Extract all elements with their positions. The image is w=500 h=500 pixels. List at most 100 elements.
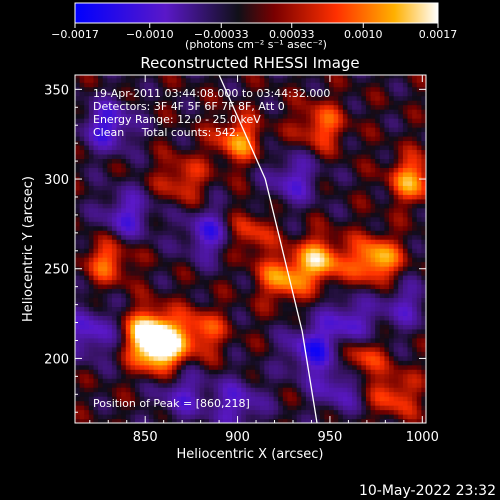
heatmap-cell: [148, 355, 155, 361]
heatmap-cell: [204, 306, 210, 312]
heatmap-cell: [232, 248, 238, 254]
heatmap-cell: [204, 337, 210, 343]
heatmap-cell: [162, 382, 168, 388]
heatmap-cell: [190, 266, 196, 272]
heatmap-cell: [241, 91, 247, 97]
heatmap-cell: [347, 221, 353, 227]
heatmap-cell: [107, 162, 113, 168]
heatmap-cell: [255, 310, 261, 316]
heatmap-cell: [148, 203, 155, 209]
heatmap-cell: [342, 279, 349, 285]
heatmap-cell: [287, 355, 293, 361]
heatmap-cell: [204, 382, 210, 388]
heatmap-cell: [319, 270, 325, 276]
heatmap-cell: [292, 153, 298, 160]
heatmap-cell: [268, 279, 275, 285]
heatmap-cell: [347, 230, 353, 236]
heatmap-cell: [255, 198, 261, 204]
heatmap-cell: [171, 414, 178, 420]
heatmap-cell: [329, 364, 335, 370]
heatmap-cell: [241, 252, 247, 258]
heatmap-cell: [84, 364, 90, 370]
heatmap-cell: [181, 176, 187, 182]
heatmap-cell: [222, 144, 229, 151]
heatmap-cell: [204, 261, 210, 267]
heatmap-cell: [98, 144, 104, 151]
heatmap-cell: [79, 414, 85, 420]
heatmap-cell: [342, 239, 349, 245]
heatmap-cell: [232, 144, 238, 151]
heatmap-cell: [333, 216, 339, 222]
heatmap-cell: [195, 194, 201, 200]
heatmap-cell: [75, 310, 81, 316]
heatmap-cell: [130, 288, 136, 294]
heatmap-cell: [88, 346, 95, 352]
heatmap-cell: [365, 135, 372, 142]
heatmap-cell: [148, 75, 155, 79]
heatmap-cell: [305, 194, 312, 200]
heatmap-cell: [98, 82, 104, 88]
heatmap-cell: [199, 261, 205, 267]
heatmap-cell: [218, 194, 224, 200]
heatmap-cell: [296, 113, 302, 119]
heatmap-cell: [135, 82, 141, 88]
heatmap-cell: [190, 279, 196, 285]
heatmap-cell: [301, 144, 307, 151]
heatmap-cell: [222, 369, 229, 375]
heatmap-cell: [329, 104, 335, 110]
heatmap-cell: [301, 346, 307, 352]
heatmap-cell: [199, 234, 205, 240]
heatmap-cell: [232, 400, 238, 406]
heatmap-cell: [296, 153, 302, 160]
heatmap-cell: [222, 275, 229, 281]
heatmap-cell: [98, 185, 104, 191]
heatmap-cell: [227, 275, 233, 281]
heatmap-cell: [153, 243, 159, 249]
heatmap-cell: [111, 346, 118, 352]
heatmap-cell: [199, 355, 205, 361]
heatmap-cell: [98, 364, 104, 370]
heatmap-cell: [79, 75, 85, 79]
heatmap-cell: [195, 288, 201, 294]
colorbar: [75, 3, 438, 23]
heatmap-cell: [167, 337, 173, 343]
heatmap-cell: [199, 378, 205, 384]
heatmap-cell: [273, 122, 279, 128]
heatmap-cell: [153, 283, 159, 290]
heatmap-cell: [245, 140, 252, 146]
heatmap-cell: [158, 364, 164, 370]
heatmap-cell: [329, 194, 335, 200]
heatmap-cell: [296, 225, 302, 231]
heatmap-cell: [245, 346, 252, 352]
heatmap-cell: [287, 346, 293, 352]
heatmap-cell: [333, 234, 339, 240]
heatmap-cell: [338, 360, 344, 366]
heatmap-cell: [162, 225, 168, 231]
heatmap-cell: [218, 418, 224, 423]
heatmap-cell: [185, 319, 192, 325]
heatmap-cell: [199, 315, 205, 321]
heatmap-cell: [319, 396, 325, 402]
heatmap-cell: [292, 400, 298, 406]
heatmap-cell: [88, 122, 95, 128]
heatmap-cell: [135, 261, 141, 267]
heatmap-cell: [333, 100, 339, 106]
heatmap-cell: [130, 221, 136, 227]
heatmap-cell: [292, 351, 298, 357]
heatmap-cell: [245, 270, 252, 276]
heatmap-cell: [125, 396, 132, 402]
heatmap-cell: [352, 82, 358, 88]
heatmap-cell: [315, 418, 321, 423]
heatmap-cell: [315, 333, 321, 339]
heatmap-cell: [148, 127, 155, 133]
heatmap-cell: [278, 409, 284, 415]
heatmap-cell: [268, 409, 275, 415]
heatmap-cell: [365, 275, 372, 281]
heatmap-cell: [342, 405, 349, 411]
heatmap-cell: [310, 109, 316, 115]
heatmap-cell: [93, 382, 99, 388]
heatmap-cell: [93, 292, 99, 299]
heatmap-cell: [352, 91, 358, 97]
heatmap-cell: [259, 391, 265, 397]
heatmap-cell: [356, 82, 362, 88]
